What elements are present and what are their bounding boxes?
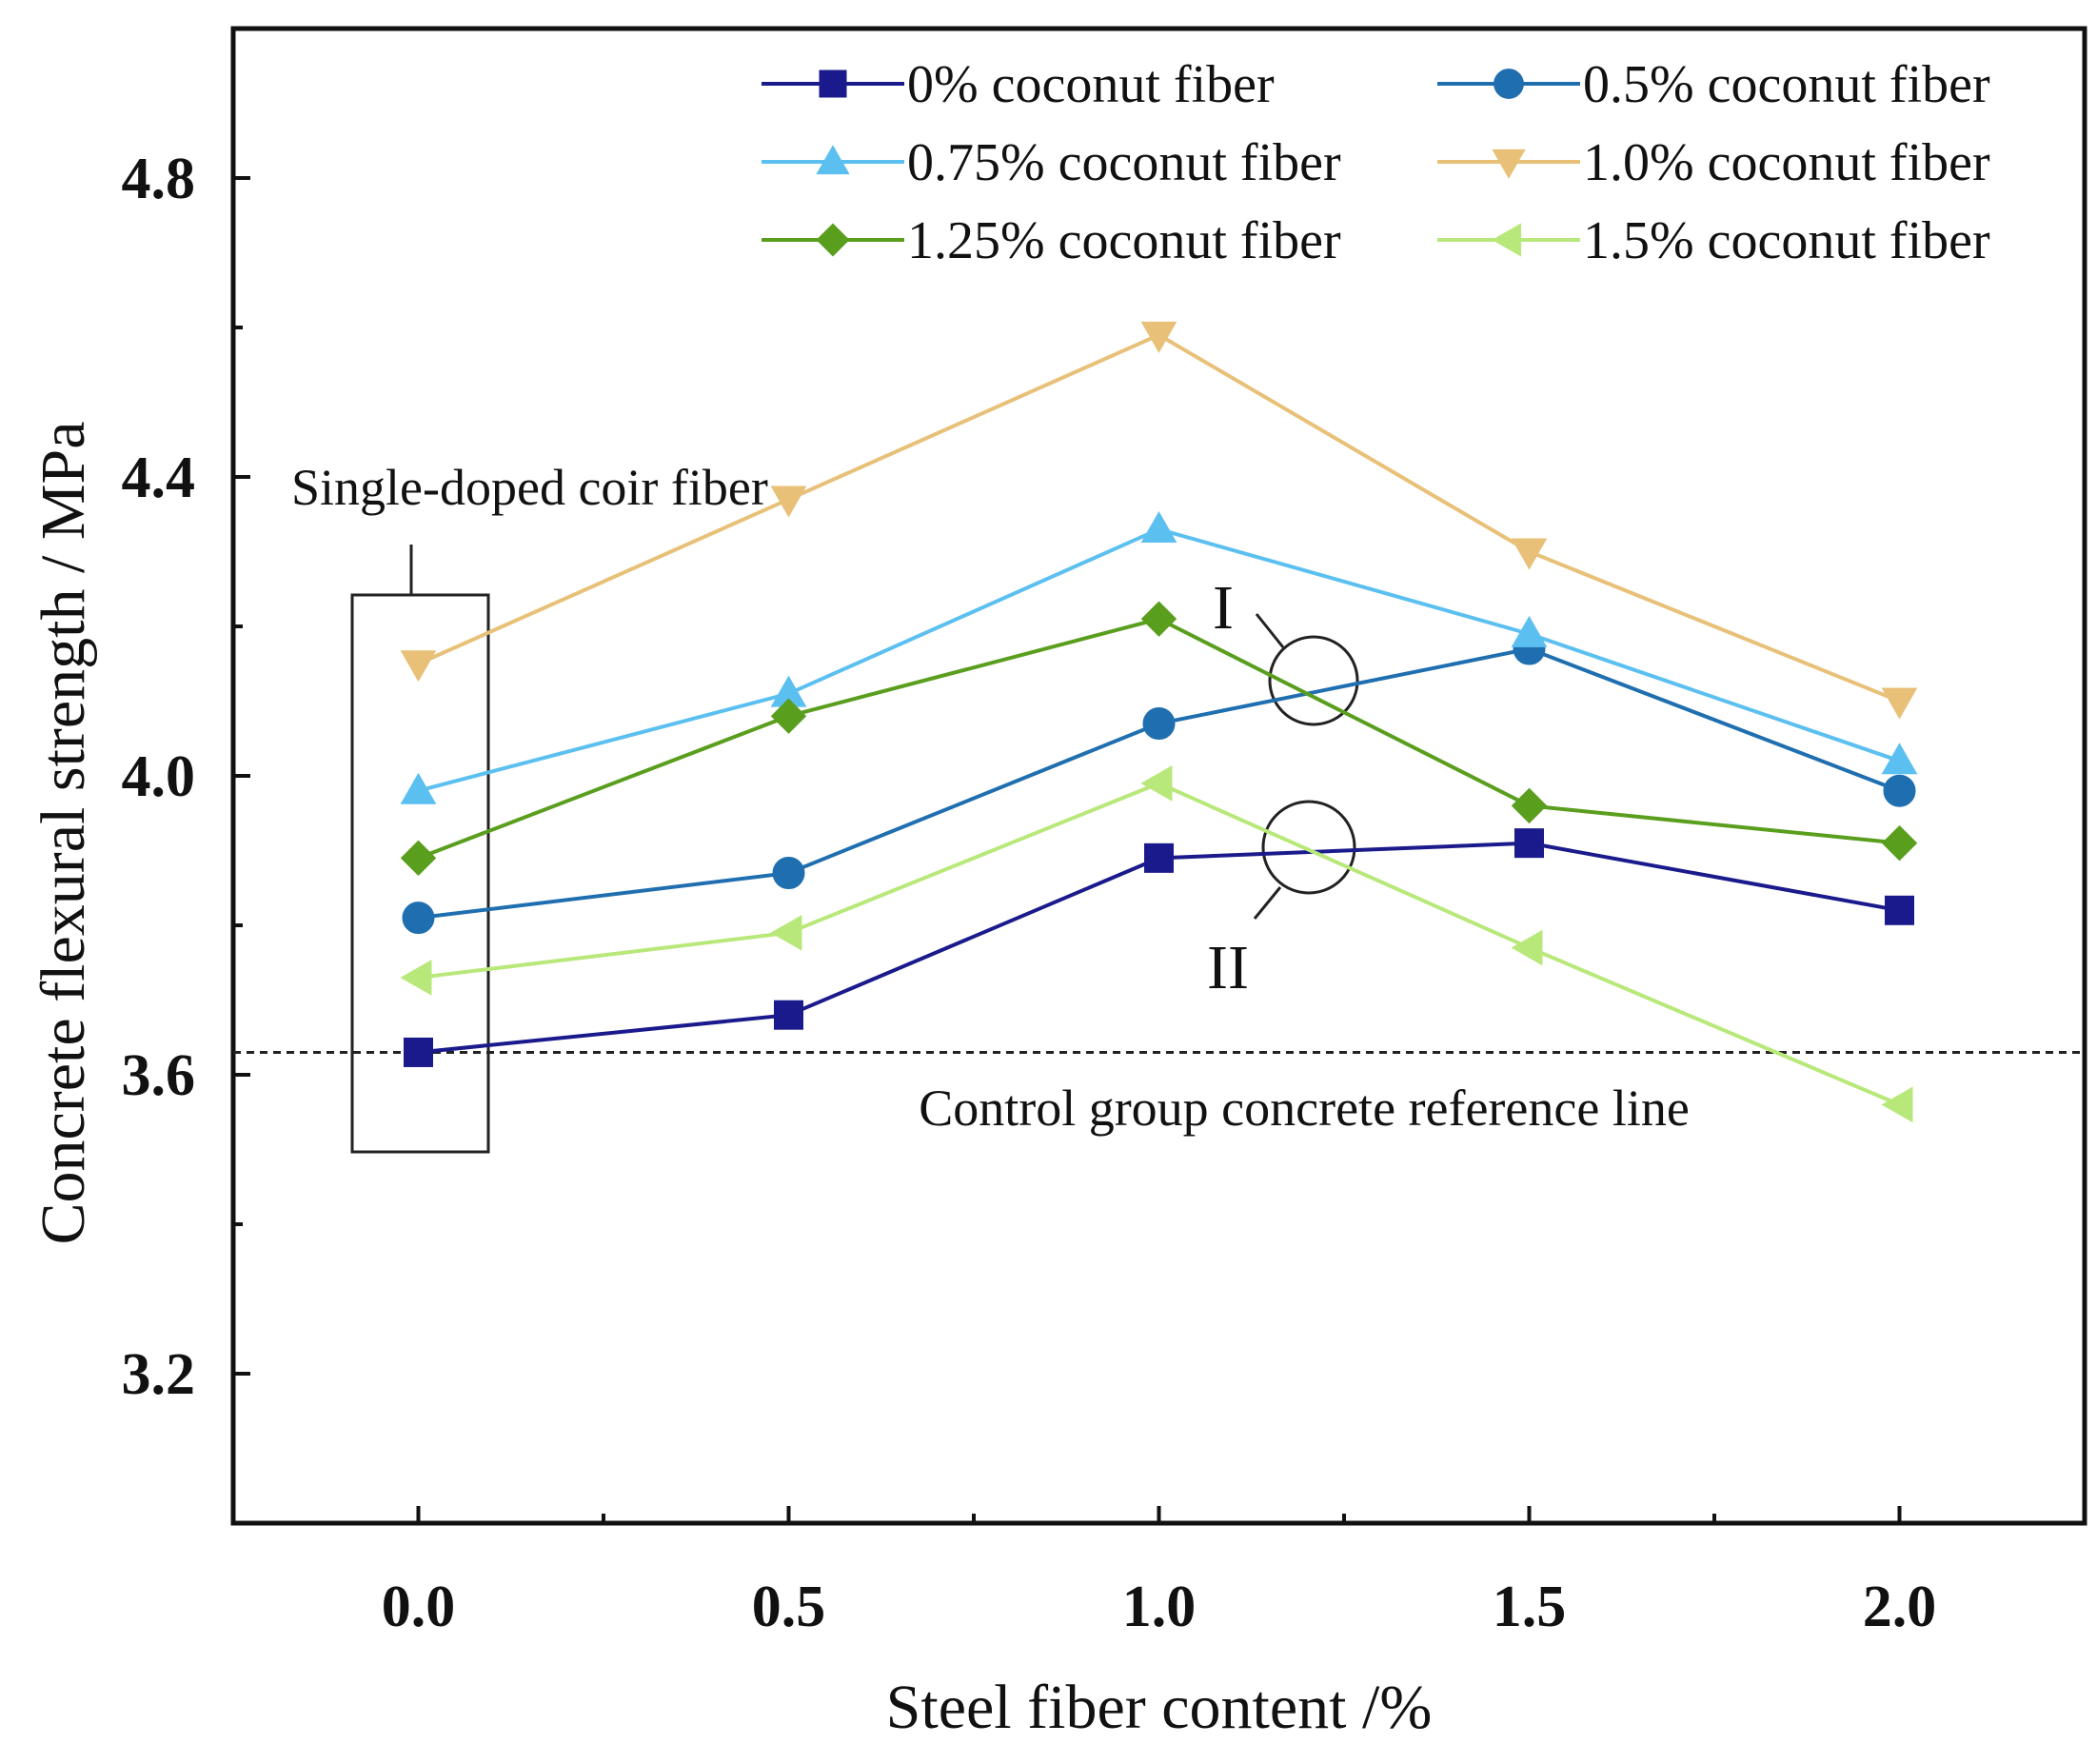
y-tick-label: 3.2 — [122, 1342, 196, 1407]
data-point — [772, 857, 805, 890]
legend-entry: 1.5% coconut fiber — [1437, 211, 1990, 270]
series-line — [417, 526, 1901, 793]
x-tick-label: 0.5 — [752, 1575, 826, 1639]
x-tick-label: 1.5 — [1493, 1575, 1567, 1639]
legend-label: 1.25% coconut fiber — [907, 211, 1341, 270]
circle-I-label: I — [1213, 573, 1234, 643]
data-point — [1511, 615, 1548, 647]
series-3 — [400, 321, 1918, 720]
x-axis-title: Steel fiber content /% — [886, 1673, 1433, 1742]
data-point — [1881, 824, 1918, 862]
circle-II — [1261, 800, 1356, 895]
data-point — [400, 772, 437, 804]
data-point — [400, 650, 437, 683]
series-5 — [400, 764, 1913, 1123]
series-line — [418, 841, 1900, 1055]
legend-entry: 1.25% coconut fiber — [762, 211, 1341, 270]
series-lines — [400, 321, 1918, 1123]
y-axis-title: Concrete flexural strength / MPa — [29, 421, 98, 1244]
legend: 0% coconut fiber 0.5% coconut fiber 0.75% … — [762, 55, 1990, 270]
series-4 — [400, 601, 1918, 877]
data-point — [1144, 842, 1174, 873]
x-tick-label: 1.0 — [1122, 1575, 1197, 1639]
box-label: Single-doped coir fiber — [291, 459, 768, 516]
data-point — [1885, 895, 1914, 925]
data-point — [1511, 929, 1543, 966]
reference-line-label: Control group concrete reference line — [919, 1080, 1690, 1137]
axis-ticks: 0.0 0.5 1.0 1.5 2.0 3.2 3.6 4.0 4.4 4.8 — [122, 147, 1937, 1639]
circle-II-label: II — [1207, 933, 1249, 1002]
y-tick-label: 4.0 — [122, 744, 196, 809]
single-doped-box — [350, 593, 490, 1154]
legend-marker — [819, 69, 847, 98]
x-tick-label: 2.0 — [1863, 1575, 1937, 1639]
legend-marker — [1492, 223, 1522, 257]
legend-label: 1.0% coconut fiber — [1583, 133, 1990, 192]
data-point — [1140, 510, 1177, 543]
series-1 — [402, 632, 1916, 935]
data-point — [400, 960, 432, 996]
legend-label: 1.5% coconut fiber — [1583, 211, 1990, 270]
legend-label: 0.75% coconut fiber — [907, 133, 1341, 192]
series-0 — [404, 828, 1914, 1067]
data-point — [770, 698, 807, 734]
series-2 — [400, 510, 1918, 804]
y-tick-label: 4.4 — [122, 446, 196, 510]
legend-marker — [816, 223, 850, 257]
legend-marker — [1494, 69, 1524, 99]
legend-entry: 0.75% coconut fiber — [762, 133, 1341, 192]
data-point — [1142, 707, 1176, 741]
data-point — [774, 1000, 803, 1030]
data-point — [1140, 601, 1177, 637]
legend-marker — [816, 145, 850, 175]
legend-entry: 1.0% coconut fiber — [1437, 133, 1990, 192]
data-point — [1881, 687, 1918, 720]
legend-entry: 0% coconut fiber — [762, 55, 1275, 114]
circle-I — [1268, 635, 1359, 726]
legend-entry: 0.5% coconut fiber — [1437, 55, 1990, 114]
data-point — [1140, 321, 1177, 353]
data-point — [404, 1037, 433, 1067]
series-line — [418, 781, 1901, 1107]
reference-line-group: Control group concrete reference line — [233, 1050, 2085, 1137]
data-point — [770, 914, 802, 951]
data-point — [1881, 1086, 1913, 1123]
data-point — [1140, 764, 1173, 802]
data-point — [402, 902, 435, 935]
legend-label: 0.5% coconut fiber — [1583, 55, 1990, 114]
data-point — [1514, 828, 1544, 859]
circle-I-leader — [1255, 613, 1285, 648]
x-tick-label: 0.0 — [382, 1575, 456, 1639]
y-tick-label: 3.6 — [122, 1043, 196, 1108]
legend-label: 0% coconut fiber — [907, 55, 1275, 114]
data-point — [400, 840, 437, 877]
y-tick-label: 4.8 — [122, 147, 196, 211]
legend-marker — [1492, 149, 1526, 179]
data-point — [1881, 743, 1918, 775]
data-point — [1883, 774, 1916, 807]
data-point — [1511, 538, 1548, 570]
data-point — [770, 486, 807, 518]
data-point — [1511, 787, 1548, 824]
circle-II-leader — [1253, 886, 1282, 920]
